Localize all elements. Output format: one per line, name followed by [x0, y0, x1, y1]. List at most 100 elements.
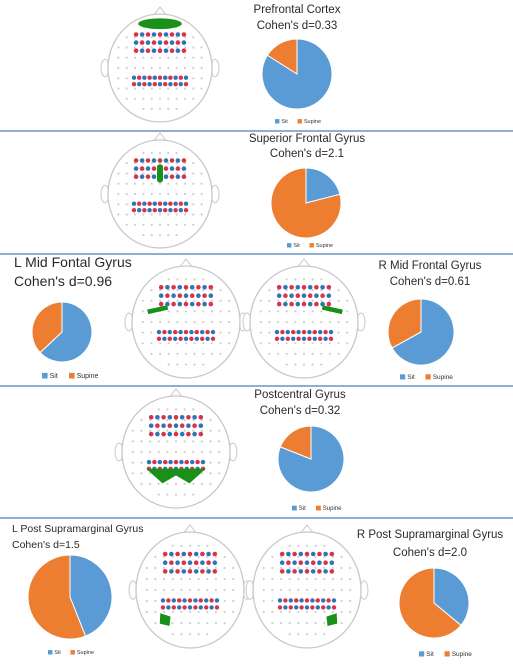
grid-dot	[206, 610, 209, 614]
effect-size-label: Cohen's d=0.96	[14, 273, 112, 289]
grid-dot	[167, 192, 170, 196]
grid-dot	[150, 320, 153, 324]
grid-dot	[158, 97, 162, 100]
grid-dot	[157, 450, 160, 454]
effect-size-label: Cohen's d=2.0	[393, 547, 467, 559]
optode	[165, 301, 170, 307]
grid-dot	[125, 87, 128, 90]
optode	[310, 551, 316, 557]
optode	[179, 431, 185, 437]
grid-dot	[340, 622, 343, 625]
grid-dot	[202, 299, 205, 302]
grid-dot	[320, 278, 323, 281]
grid-dot	[202, 310, 205, 313]
optode	[279, 569, 285, 574]
grid-dot	[150, 289, 153, 292]
pie-legends: Sit Supine Sit Supine Sit Supine Sit Supine Sit S…	[42, 119, 472, 658]
grid-dot	[188, 633, 192, 636]
grid-dot	[197, 633, 200, 636]
region-highlight	[138, 18, 182, 30]
optode	[318, 336, 323, 341]
optode	[200, 459, 206, 465]
grid-dot	[125, 162, 128, 165]
optode	[315, 598, 320, 603]
optode	[169, 48, 175, 53]
legend-label-supine: Supine	[316, 243, 333, 249]
grid-dot	[259, 331, 262, 334]
optode	[323, 336, 328, 341]
grid-dot	[337, 289, 340, 292]
grid-dot	[167, 310, 170, 313]
grid-dot	[305, 588, 309, 592]
optode	[277, 605, 283, 610]
grid-dot	[188, 555, 192, 559]
grid-dot	[285, 310, 288, 313]
grid-dot	[219, 320, 222, 324]
grid-dot	[171, 633, 174, 636]
optode	[288, 598, 293, 603]
grid-dot	[219, 352, 222, 355]
grid-dot	[183, 408, 186, 411]
legend-swatch-supine	[444, 651, 450, 657]
grid-dot	[149, 482, 152, 485]
optode	[157, 459, 162, 465]
grid-dot	[305, 544, 309, 548]
legend-label-sit: Sit	[293, 243, 300, 249]
grid-dot	[149, 419, 152, 422]
optode	[165, 285, 170, 290]
optode	[156, 329, 162, 335]
grid-dot	[154, 599, 157, 603]
grid-dot	[150, 107, 153, 111]
optode	[152, 208, 157, 213]
grid-dot	[184, 320, 188, 324]
optode	[198, 431, 204, 437]
grid-dot	[346, 310, 349, 313]
head-map	[100, 6, 220, 123]
grid-dot	[214, 555, 217, 559]
panel-title: R Post Supramarginal Gyrus	[357, 529, 504, 541]
grid-dot	[159, 289, 162, 292]
optode	[171, 285, 176, 290]
grid-dot	[188, 544, 192, 548]
region-highlight	[157, 164, 163, 183]
grid-dot	[167, 289, 170, 292]
optode	[157, 208, 163, 213]
optode	[189, 293, 195, 299]
optode	[190, 459, 195, 465]
grid-dot	[157, 482, 160, 485]
grid-dot	[305, 610, 309, 614]
grid-dot	[288, 633, 291, 636]
grid-dot	[183, 440, 186, 443]
optode	[131, 75, 137, 80]
grid-dot	[288, 610, 291, 614]
grid-dot	[133, 223, 137, 226]
grid-dot	[176, 352, 179, 355]
grid-dot	[142, 213, 145, 216]
optode	[175, 32, 181, 37]
grid-dot	[154, 588, 157, 592]
optode	[142, 75, 147, 80]
optode	[181, 48, 187, 53]
legend-swatch-supine	[69, 372, 75, 379]
grid-dot	[176, 289, 179, 292]
grid-dot	[117, 213, 120, 216]
grid-dot	[176, 320, 179, 324]
grid-dot	[150, 66, 153, 70]
optode	[145, 40, 151, 45]
optode	[314, 293, 319, 299]
grid-dot	[192, 192, 195, 196]
grid-dot	[140, 461, 143, 464]
grid-dot	[188, 566, 192, 570]
optode	[173, 75, 178, 80]
grid-dot	[142, 172, 145, 175]
optode	[329, 551, 335, 557]
grid-dot	[166, 482, 169, 485]
effect-size-label: Cohen's d=2.1	[270, 148, 344, 160]
optode	[320, 293, 325, 299]
grid-dot	[131, 440, 134, 443]
grid-dot	[183, 192, 187, 196]
optode	[158, 293, 164, 299]
grid-dot	[328, 352, 331, 355]
grid-dot	[158, 46, 162, 49]
